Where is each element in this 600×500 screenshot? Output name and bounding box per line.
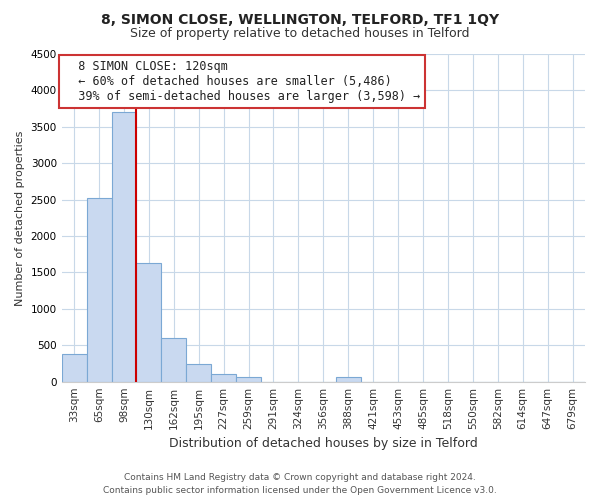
Bar	[112, 112, 136, 382]
Bar	[236, 377, 261, 382]
Text: Size of property relative to detached houses in Telford: Size of property relative to detached ho…	[130, 28, 470, 40]
Bar	[161, 338, 186, 382]
Bar	[211, 374, 236, 382]
Bar	[136, 263, 161, 382]
Bar	[86, 198, 112, 382]
Bar	[186, 364, 211, 382]
Bar	[62, 354, 86, 382]
Text: 8 SIMON CLOSE: 120sqm
  ← 60% of detached houses are smaller (5,486)
  39% of se: 8 SIMON CLOSE: 120sqm ← 60% of detached …	[64, 60, 421, 103]
Bar	[336, 377, 361, 382]
Text: 8, SIMON CLOSE, WELLINGTON, TELFORD, TF1 1QY: 8, SIMON CLOSE, WELLINGTON, TELFORD, TF1…	[101, 12, 499, 26]
Text: Contains HM Land Registry data © Crown copyright and database right 2024.
Contai: Contains HM Land Registry data © Crown c…	[103, 473, 497, 495]
X-axis label: Distribution of detached houses by size in Telford: Distribution of detached houses by size …	[169, 437, 478, 450]
Y-axis label: Number of detached properties: Number of detached properties	[15, 130, 25, 306]
